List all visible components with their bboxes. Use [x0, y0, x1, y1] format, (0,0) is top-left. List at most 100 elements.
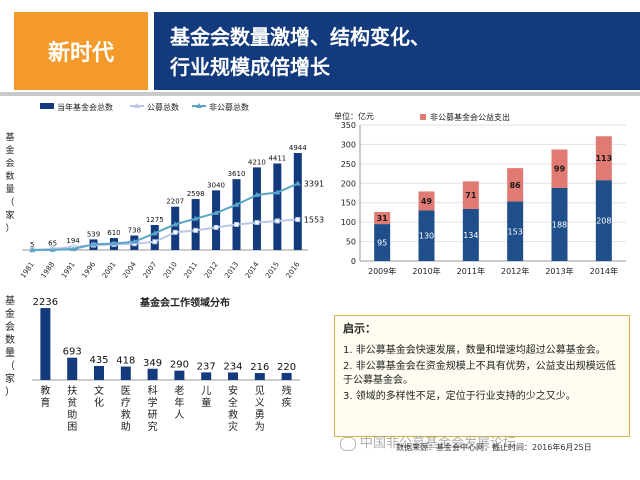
series-marker-1 — [274, 218, 280, 224]
series-marker-2 — [90, 241, 97, 247]
legend-label-2: 公募总数 — [147, 102, 179, 112]
data-source: 数据来源：基金会中心网，截止时间：2016年6月25日 — [396, 443, 592, 452]
bar-total — [252, 167, 261, 250]
bar-label: 610 — [107, 229, 120, 237]
y-tick-label: 100 — [341, 218, 356, 227]
bar-total — [293, 153, 302, 250]
x-tick-label: 扶 — [67, 384, 77, 397]
header: 新时代 基金会数量激增、结构变化、 行业规模成倍增长 — [0, 0, 640, 100]
x-tick-label: 2001 — [101, 261, 118, 280]
chart-title: 基金会工作领域分布 — [139, 296, 230, 309]
bar-base — [507, 201, 524, 261]
insight-title: 启示： — [343, 322, 376, 335]
bar-label: 3610 — [228, 170, 246, 178]
x-tick-label: 科 — [148, 384, 158, 397]
bar-base-label: 134 — [463, 231, 478, 240]
bar-top — [418, 191, 435, 211]
bar-label: 435 — [89, 355, 108, 366]
x-tick-label: 童 — [201, 396, 211, 409]
series-line-1 — [32, 218, 298, 251]
bar — [147, 368, 158, 380]
insight-item-3: 3. 领域的多样性不足，定位于行业支持的少之又少。 — [343, 391, 576, 402]
legend-label: 非公募基金会公益支出 — [430, 112, 510, 122]
bar — [67, 357, 78, 380]
x-tick-label: 2011 — [183, 261, 200, 280]
x-tick-label: 为 — [255, 421, 265, 433]
series-marker-1 — [234, 222, 239, 227]
legend-marker-3 — [196, 103, 202, 108]
bar-total — [150, 224, 159, 250]
bar-base-label: 208 — [596, 217, 611, 226]
legend-swatch — [420, 114, 426, 120]
x-tick-label: 医 — [121, 385, 131, 397]
x-tick-label: 2004 — [121, 260, 138, 280]
bar-label: 2598 — [187, 190, 205, 198]
series-marker-1 — [152, 239, 158, 245]
y-axis-label: 量 — [5, 347, 15, 359]
legend-swatch-1 — [40, 103, 54, 109]
bar-total — [171, 206, 180, 250]
bar-label: 290 — [170, 360, 189, 371]
bar-label: 65 — [48, 240, 57, 248]
y-axis-label: 金 — [5, 144, 14, 156]
x-tick-label: 见 — [255, 385, 265, 397]
x-tick-label: 2015 — [264, 261, 281, 280]
y-tick-label: 200 — [341, 179, 356, 188]
x-tick-label: 灾 — [228, 420, 238, 433]
legend-label-3: 非公募总数 — [209, 102, 249, 112]
bar-base — [462, 208, 479, 261]
x-tick-label: 学 — [148, 396, 158, 409]
bar-top-label: 49 — [421, 197, 433, 206]
y-axis-label: 基 — [5, 131, 14, 143]
x-tick-label: 助 — [121, 420, 131, 433]
section-tag: 新时代 — [14, 12, 148, 90]
x-tick-label: 究 — [148, 420, 158, 433]
y-axis-label: 会 — [5, 320, 15, 333]
y-tick-label: 150 — [341, 199, 356, 208]
bar-label: 418 — [116, 356, 135, 367]
bar-base-label: 188 — [552, 220, 567, 229]
insight-item-2: 2. 非公募基金会在资金规模上不具有优势，公益支出规模远低于公募基金会。 — [343, 361, 616, 386]
bar-base — [551, 187, 568, 261]
x-tick-label: 老 — [174, 384, 184, 397]
x-tick-label: 育 — [40, 396, 50, 409]
x-tick-label: 文 — [94, 384, 104, 397]
bar-label: 5 — [30, 241, 34, 249]
y-tick-label: 50 — [346, 238, 356, 247]
bar-label: 349 — [143, 358, 162, 369]
bar-top-label: 113 — [595, 154, 612, 163]
x-tick-label: 义 — [255, 397, 265, 409]
series-end-label-1: 1553 — [304, 216, 324, 225]
x-tick-label: 安 — [228, 384, 238, 397]
y-axis-label: 数 — [5, 333, 15, 346]
x-tick-label: 2016 — [285, 260, 302, 280]
x-tick-label: 2013 — [223, 261, 240, 280]
x-tick-label: 2010年 — [412, 266, 440, 276]
bar — [94, 366, 104, 380]
x-tick-label: 救 — [228, 408, 238, 421]
x-tick-label: 研 — [148, 409, 158, 421]
bar-total — [273, 163, 282, 250]
bar-label: 4210 — [248, 158, 266, 166]
y-tick-label: 350 — [341, 121, 356, 130]
bar-base — [374, 224, 391, 261]
bar-base — [595, 180, 612, 261]
x-tick-label: 2009年 — [368, 266, 396, 276]
y-axis-label: ） — [5, 386, 15, 398]
y-tick-label: 0 — [351, 257, 356, 266]
bar — [254, 373, 265, 380]
bar-label: 3040 — [207, 181, 225, 189]
bar-label: 194 — [66, 237, 80, 245]
series-marker-2 — [253, 191, 260, 197]
bar-base-label: 153 — [508, 227, 523, 236]
bar-label: 2207 — [166, 198, 184, 206]
series-marker-2 — [49, 246, 56, 252]
bar — [228, 372, 238, 380]
title-line-1: 基金会数量激增、结构变化、 — [170, 25, 430, 49]
bar-label: 237 — [197, 361, 216, 372]
bar-top-label: 71 — [465, 191, 477, 200]
x-tick-label: 化 — [94, 396, 104, 409]
y-axis-label: （ — [5, 197, 14, 208]
bar-label: 738 — [128, 227, 141, 235]
series-line-2 — [32, 182, 299, 251]
